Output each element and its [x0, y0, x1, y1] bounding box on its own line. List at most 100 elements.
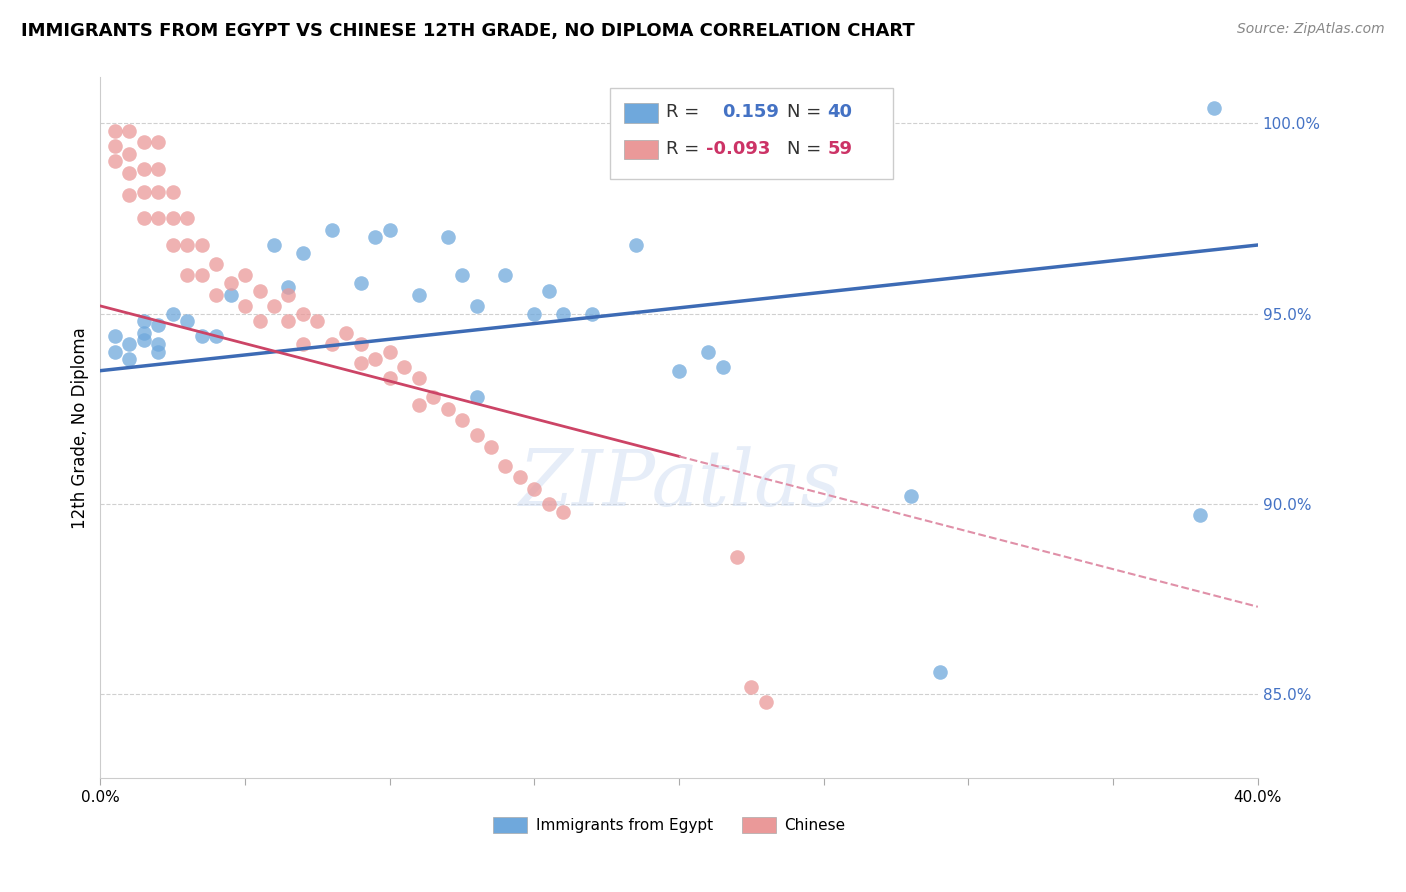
Point	[118, 352, 141, 367]
Point	[148, 185, 170, 199]
Point	[465, 428, 488, 442]
Point	[624, 238, 647, 252]
Text: Immigrants from Egypt: Immigrants from Egypt	[536, 818, 713, 832]
Point	[378, 344, 401, 359]
Point	[176, 268, 198, 283]
Point	[408, 398, 430, 412]
Point	[162, 238, 184, 252]
Point	[132, 314, 155, 328]
Point	[132, 185, 155, 199]
Text: 0.159: 0.159	[721, 103, 779, 121]
Point	[408, 371, 430, 385]
Point	[711, 359, 734, 374]
Text: N =: N =	[787, 140, 821, 158]
Text: Source: ZipAtlas.com: Source: ZipAtlas.com	[1237, 22, 1385, 37]
Point	[291, 245, 314, 260]
Point	[553, 505, 575, 519]
Point	[104, 344, 127, 359]
Point	[755, 695, 778, 709]
Point	[307, 314, 329, 328]
Point	[1204, 101, 1226, 115]
Point	[132, 161, 155, 176]
Point	[277, 287, 299, 301]
Point	[451, 268, 474, 283]
Point	[465, 390, 488, 404]
Point	[104, 329, 127, 343]
Point	[249, 314, 271, 328]
Point	[451, 413, 474, 427]
Text: Chinese: Chinese	[785, 818, 845, 832]
Point	[205, 287, 228, 301]
Point	[436, 401, 458, 416]
Point	[479, 440, 502, 454]
Text: R =: R =	[666, 103, 706, 121]
Y-axis label: 12th Grade, No Diploma: 12th Grade, No Diploma	[72, 326, 89, 529]
Point	[350, 276, 373, 290]
Text: ZIPatlas: ZIPatlas	[517, 446, 841, 522]
Text: -0.093: -0.093	[706, 140, 770, 158]
Point	[697, 344, 720, 359]
Point	[148, 318, 170, 332]
Point	[537, 497, 560, 511]
Point	[176, 314, 198, 328]
Point	[350, 356, 373, 370]
Point	[148, 344, 170, 359]
Point	[132, 326, 155, 340]
Point	[350, 337, 373, 351]
Point	[291, 307, 314, 321]
Point	[277, 280, 299, 294]
Point	[422, 390, 444, 404]
Point	[291, 337, 314, 351]
Point	[321, 223, 343, 237]
Point	[495, 268, 517, 283]
Point	[378, 223, 401, 237]
Point	[277, 314, 299, 328]
Point	[1188, 508, 1211, 523]
Point	[190, 268, 212, 283]
Point	[263, 238, 285, 252]
Point	[523, 482, 546, 496]
Point	[118, 146, 141, 161]
Text: 59: 59	[827, 140, 852, 158]
Text: 40: 40	[827, 103, 852, 121]
Text: N =: N =	[787, 103, 821, 121]
Point	[148, 135, 170, 149]
Point	[378, 371, 401, 385]
Point	[162, 211, 184, 226]
Point	[176, 211, 198, 226]
Point	[148, 337, 170, 351]
Point	[205, 329, 228, 343]
Point	[104, 154, 127, 169]
Point	[408, 287, 430, 301]
Point	[249, 284, 271, 298]
Point	[233, 299, 256, 313]
Point	[219, 287, 242, 301]
Point	[118, 188, 141, 202]
Point	[436, 230, 458, 244]
Point	[132, 333, 155, 347]
FancyBboxPatch shape	[610, 88, 893, 179]
Point	[205, 257, 228, 271]
FancyBboxPatch shape	[623, 140, 658, 160]
FancyBboxPatch shape	[741, 817, 776, 833]
Point	[219, 276, 242, 290]
Point	[523, 307, 546, 321]
Point	[364, 352, 387, 367]
Point	[668, 364, 690, 378]
Point	[190, 329, 212, 343]
Point	[118, 124, 141, 138]
Point	[581, 307, 603, 321]
Text: IMMIGRANTS FROM EGYPT VS CHINESE 12TH GRADE, NO DIPLOMA CORRELATION CHART: IMMIGRANTS FROM EGYPT VS CHINESE 12TH GR…	[21, 22, 915, 40]
FancyBboxPatch shape	[623, 103, 658, 123]
Point	[190, 238, 212, 252]
Point	[364, 230, 387, 244]
Point	[148, 161, 170, 176]
Text: R =: R =	[666, 140, 700, 158]
Point	[132, 211, 155, 226]
Point	[162, 307, 184, 321]
Point	[928, 665, 950, 679]
Point	[465, 299, 488, 313]
Point	[509, 470, 531, 484]
Point	[263, 299, 285, 313]
Point	[553, 307, 575, 321]
